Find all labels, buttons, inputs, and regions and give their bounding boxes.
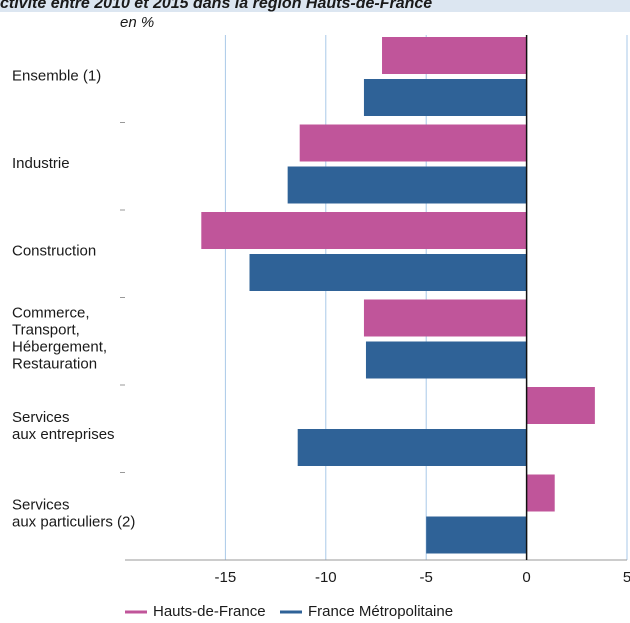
bar — [201, 212, 527, 249]
x-tick-label: 0 — [522, 569, 530, 586]
bar — [382, 37, 527, 74]
bar — [363, 79, 527, 116]
bar — [297, 429, 527, 466]
x-tick-label: -10 — [315, 569, 337, 586]
x-tick-label: 5 — [623, 569, 630, 586]
bar — [363, 299, 527, 337]
y-tick-label: Ensemble (1) — [12, 68, 101, 85]
x-tick-label: -15 — [215, 569, 237, 586]
bar — [287, 166, 527, 204]
bar — [526, 474, 555, 512]
y-tick-label: Services — [12, 409, 70, 426]
y-tick-label: Services — [12, 497, 70, 514]
y-tick-label: aux particuliers (2) — [12, 514, 135, 531]
y-tick-label: Transport, — [12, 322, 80, 339]
y-tick-label: Commerce, — [12, 305, 90, 322]
y-tick-label: Restauration — [12, 356, 97, 373]
bar — [426, 516, 527, 554]
y-tick-label: Industrie — [12, 155, 70, 172]
legend-label: France Métropolitaine — [308, 603, 453, 620]
title-band — [0, 0, 630, 12]
y-tick-label: Construction — [12, 243, 96, 260]
x-tick-label: -5 — [420, 569, 433, 586]
chart-title: ctivité entre 2010 et 2015 dans la régio… — [0, 0, 432, 12]
bar — [526, 387, 595, 424]
legend-label: Hauts-de-France — [153, 603, 266, 620]
bar — [249, 254, 527, 291]
unit-label: en % — [120, 14, 154, 31]
y-tick-label: Hébergement, — [12, 339, 107, 356]
y-tick-label: aux entreprises — [12, 426, 115, 443]
bar — [299, 124, 527, 162]
bar — [365, 341, 527, 379]
